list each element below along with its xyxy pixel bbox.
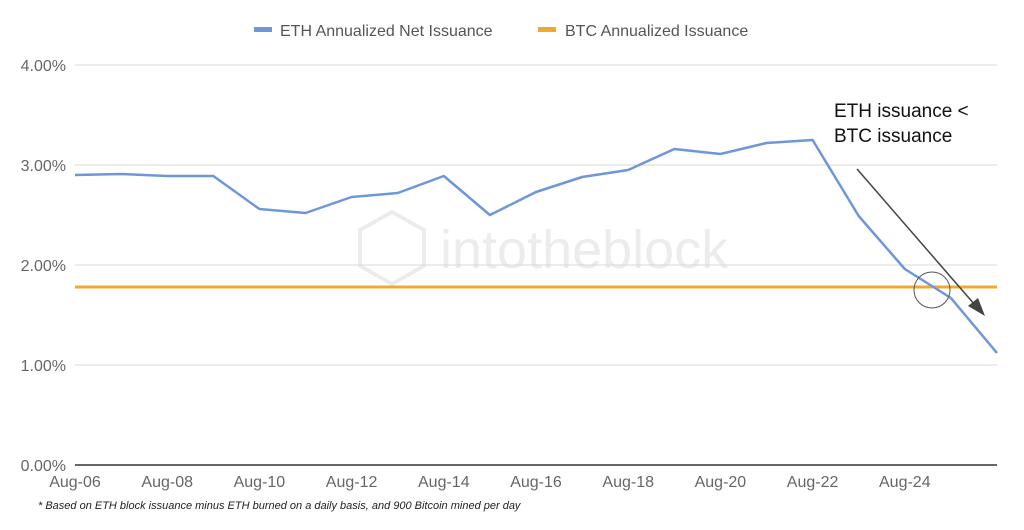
x-tick-label: Aug-12 bbox=[326, 474, 378, 491]
x-tick-label: Aug-22 bbox=[787, 474, 839, 491]
legend: ETH Annualized Net Issuance BTC Annualiz… bbox=[254, 23, 748, 40]
x-tick-label: Aug-08 bbox=[141, 474, 193, 491]
x-tick-label: Aug-14 bbox=[418, 474, 470, 491]
legend-label-eth: ETH Annualized Net Issuance bbox=[280, 23, 493, 40]
x-tick-label: Aug-18 bbox=[602, 474, 654, 491]
x-tick-label: Aug-16 bbox=[510, 474, 562, 491]
annotation-arrow-shaft bbox=[856, 168, 976, 306]
annotation-line-2: BTC issuance bbox=[834, 126, 952, 147]
footnote: * Based on ETH block issuance minus ETH … bbox=[38, 500, 521, 512]
legend-swatch-eth bbox=[254, 27, 272, 32]
annotation-line-1: ETH issuance < bbox=[834, 101, 969, 122]
y-tick-label: 4.00% bbox=[21, 58, 66, 75]
y-tick-label: 1.00% bbox=[21, 358, 66, 375]
y-tick-label: 2.00% bbox=[21, 258, 66, 275]
y-tick-label: 3.00% bbox=[21, 158, 66, 175]
x-tick-label: Aug-10 bbox=[234, 474, 286, 491]
legend-label-btc: BTC Annualized Issuance bbox=[565, 23, 748, 40]
crossover-circle bbox=[913, 271, 951, 309]
annotation: ETH issuance < BTC issuance bbox=[834, 101, 985, 316]
x-tick-label: Aug-24 bbox=[879, 474, 931, 491]
y-tick-label: 0.00% bbox=[21, 458, 66, 475]
x-tick-label: Aug-06 bbox=[49, 474, 101, 491]
watermark-logo: intotheblock bbox=[358, 209, 729, 287]
watermark-text: intotheblock bbox=[440, 220, 729, 280]
x-tick-label: Aug-20 bbox=[695, 474, 747, 491]
annotation-arrowhead-icon bbox=[968, 298, 985, 316]
legend-swatch-btc bbox=[538, 27, 556, 32]
